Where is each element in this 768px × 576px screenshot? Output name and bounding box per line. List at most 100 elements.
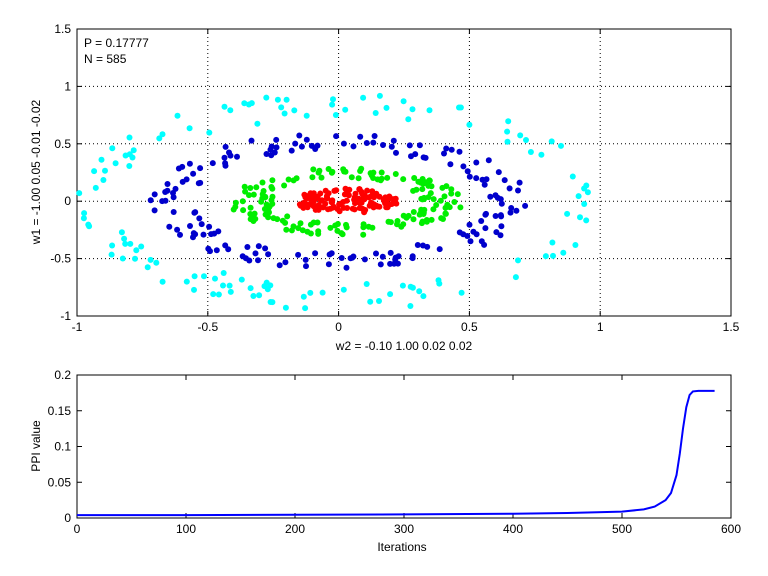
scatter-point [196, 215, 203, 222]
scatter-point [247, 204, 254, 211]
scatter-point [200, 231, 207, 238]
scatter-point [418, 220, 425, 227]
scatter-point [247, 211, 254, 217]
scatter-point [416, 142, 423, 149]
scatter-point [360, 94, 367, 101]
scatter-point [269, 193, 276, 200]
line-y-tick-label: 0 [64, 511, 71, 525]
scatter-point [398, 223, 405, 230]
scatter-point [239, 198, 246, 205]
scatter-point [457, 104, 464, 111]
scatter-point [98, 156, 105, 163]
scatter-point [209, 160, 216, 167]
line-x-tick-label: 400 [503, 522, 523, 536]
scatter-point [147, 256, 154, 263]
scatter-point [259, 191, 266, 198]
scatter-point [323, 193, 330, 200]
scatter-point [250, 293, 257, 299]
scatter-point [282, 304, 289, 311]
scatter-point [127, 240, 134, 247]
line-x-tick-label: 500 [612, 522, 632, 536]
scatter-point [466, 221, 473, 228]
scatter-point [498, 213, 505, 220]
scatter-point [238, 276, 245, 283]
scatter-point [358, 165, 365, 172]
scatter-point [423, 217, 430, 223]
scatter-point [278, 104, 285, 111]
scatter-point [374, 176, 381, 183]
scatter-point [172, 185, 179, 192]
scatter-point [263, 151, 270, 157]
line-plot-frame [76, 374, 732, 519]
scatter-point [360, 231, 367, 238]
scatter-point [246, 192, 252, 199]
scatter-point [252, 215, 259, 222]
scatter-point [80, 215, 87, 222]
scatter-point [332, 112, 339, 118]
scatter-point [506, 185, 513, 192]
scatter-point [498, 200, 505, 207]
scatter-point [426, 107, 433, 114]
scatter-point [213, 247, 220, 254]
scatter-point [377, 261, 384, 268]
scatter-point [577, 214, 583, 221]
scatter-point [394, 218, 401, 224]
line-x-tick-label: 600 [721, 522, 741, 536]
scatter-point [430, 196, 437, 203]
scatter-point [523, 137, 529, 143]
scatter-point [159, 131, 166, 138]
scatter-point [513, 207, 520, 214]
scatter-point [266, 203, 273, 210]
scatter-point [369, 224, 376, 231]
scatter-point [360, 221, 367, 228]
scatter-point [356, 205, 363, 211]
scatter-point [276, 262, 283, 269]
scatter-y-tick-label: -1 [60, 309, 71, 323]
scatter-point [428, 216, 435, 223]
scatter-point [448, 146, 455, 153]
scatter-point [170, 194, 177, 201]
scatter-grid [77, 29, 731, 316]
scatter-point [252, 250, 259, 257]
scatter-point [295, 251, 302, 258]
scatter-point [247, 285, 254, 292]
scatter-point [221, 154, 228, 161]
scatter-point [342, 106, 349, 113]
scatter-point [374, 203, 381, 210]
scatter-point [376, 298, 382, 304]
scatter-point [241, 100, 248, 107]
scatter-point [314, 193, 321, 200]
scatter-point [384, 174, 391, 181]
scatter-point [265, 251, 272, 258]
scatter-point [244, 244, 251, 250]
scatter-x-tick-label: -0.5 [197, 320, 218, 334]
scatter-point [174, 112, 181, 119]
scatter-point [522, 202, 529, 209]
scatter-point [248, 137, 255, 144]
scatter-point [456, 148, 463, 155]
scatter-point [410, 209, 417, 215]
scatter-point [350, 143, 357, 150]
scatter-point [126, 134, 133, 141]
scatter-point [258, 198, 265, 205]
scatter-point [327, 224, 334, 231]
scatter-point [255, 243, 262, 250]
scatter-point [436, 280, 443, 287]
scatter-point [210, 291, 217, 298]
scatter-point [296, 132, 303, 139]
scatter-point [220, 270, 227, 276]
scatter-x-tick-label: 0.5 [461, 320, 478, 334]
scatter-point [343, 224, 350, 231]
scatter-point [91, 168, 98, 175]
scatter-x-tick-label: -1 [72, 320, 83, 334]
scatter-point [420, 180, 427, 187]
scatter-point [263, 94, 270, 101]
scatter-point [492, 213, 499, 219]
scatter-point [473, 159, 480, 166]
scatter-point [269, 299, 276, 306]
scatter-point [527, 149, 534, 155]
scatter-point [303, 136, 310, 143]
scatter-point [393, 200, 400, 207]
scatter-plot: -1 -0.5 0 0.5 1 1.5 -1 -0.5 0 0.5 1 1.5 P = 0.17777… [29, 22, 740, 353]
scatter-point [392, 195, 399, 202]
